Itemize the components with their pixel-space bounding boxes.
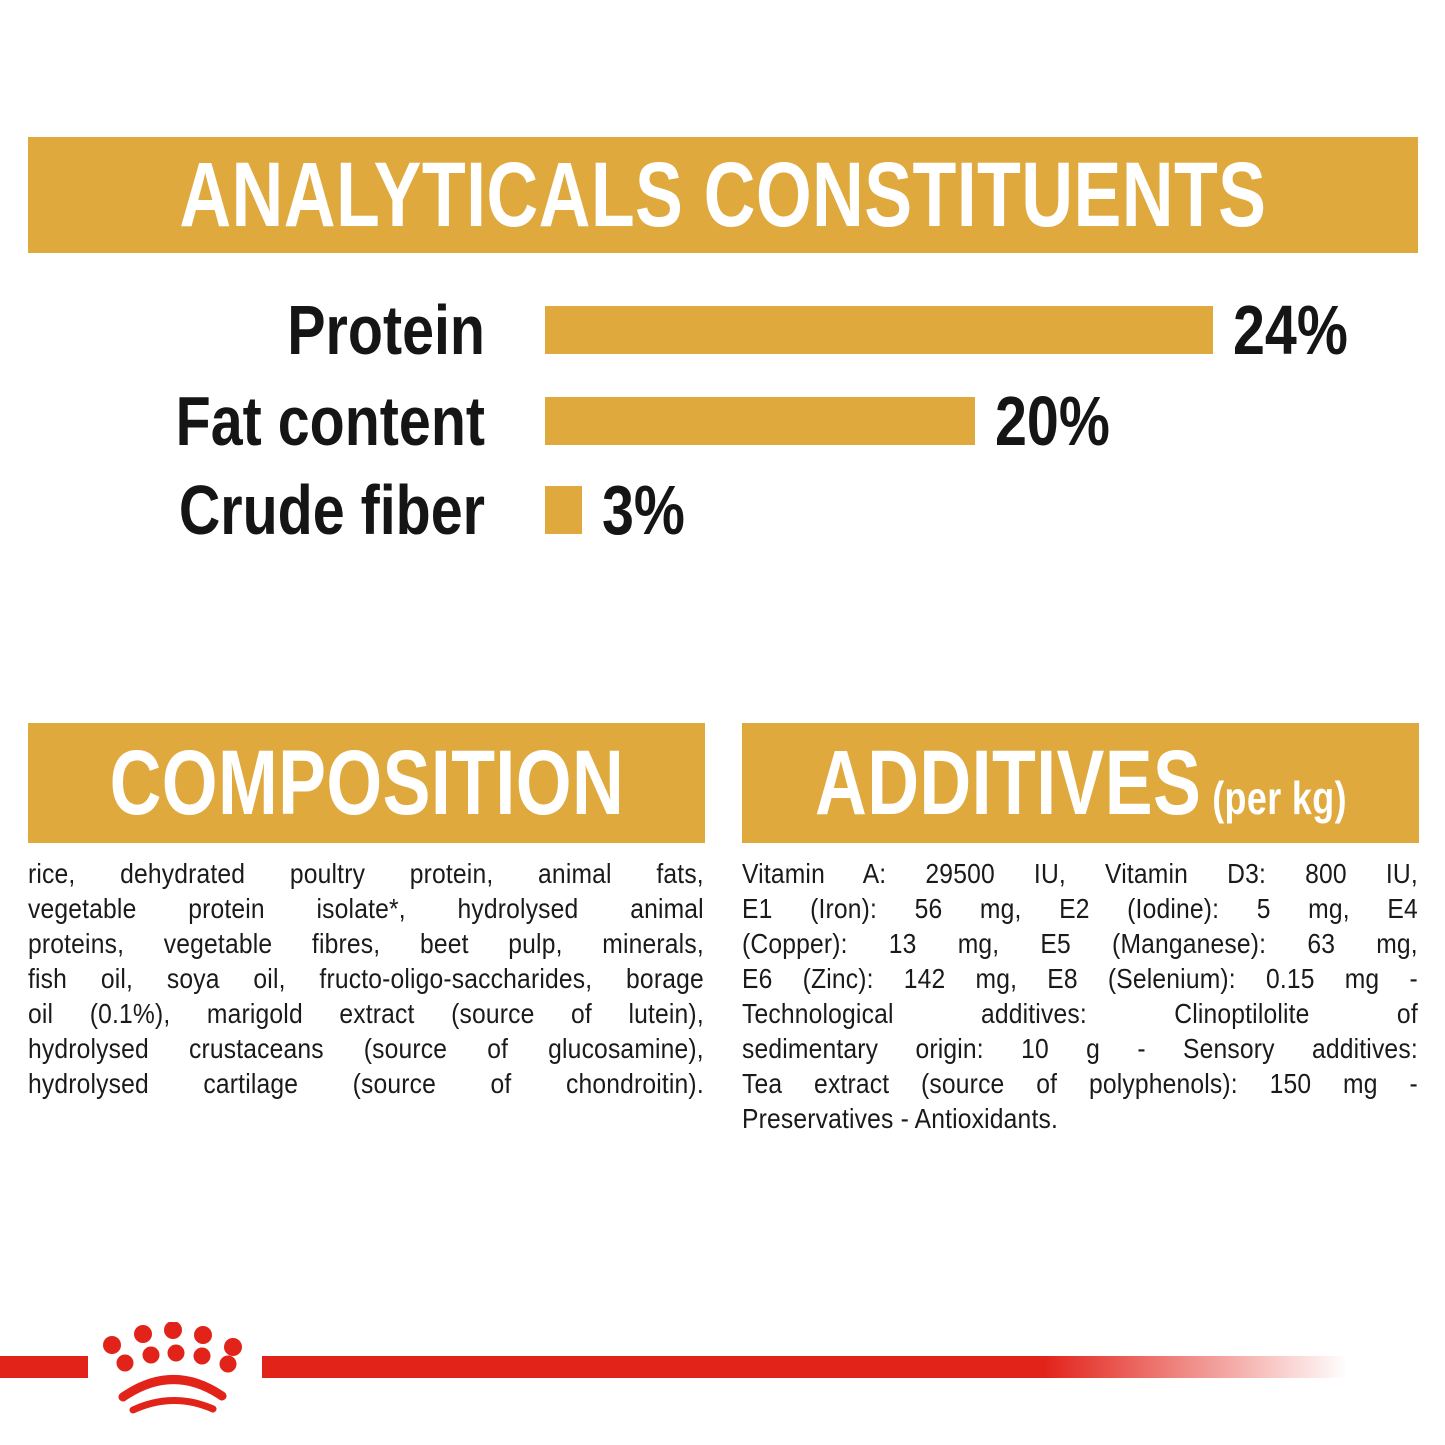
body-text-line: hydrolysed crustaceans (source of glucos… bbox=[28, 1033, 704, 1064]
chart-category-label: Fat content bbox=[175, 382, 485, 460]
additives-title: ADDITIVES bbox=[814, 732, 1201, 834]
chart-row-fat-content: Fat content 20% bbox=[0, 382, 1445, 460]
brand-stripe-right bbox=[262, 1356, 1348, 1378]
body-text-line: (Copper): 13 mg, E5 (Manganese): 63 mg, bbox=[742, 928, 1418, 959]
chart-row-crude-fiber: Crude fiber 3% bbox=[0, 471, 1445, 549]
body-text-line: Vitamin A: 29500 IU, Vitamin D3: 800 IU, bbox=[742, 858, 1418, 889]
body-text-line: E1 (Iron): 56 mg, E2 (Iodine): 5 mg, E4 bbox=[742, 893, 1418, 924]
body-text-line: proteins, vegetable fibres, beet pulp, m… bbox=[28, 928, 704, 959]
body-text-line: Tea extract (source of polyphenols): 150… bbox=[742, 1068, 1418, 1099]
body-text-line: fish oil, soya oil, fructo-oligo-sacchar… bbox=[28, 963, 704, 994]
body-text-line: oil (0.1%), marigold extract (source of … bbox=[28, 998, 704, 1029]
composition-banner: COMPOSITION bbox=[28, 723, 705, 843]
chart-value-label: 3% bbox=[602, 471, 685, 549]
royal-canin-crown-icon bbox=[103, 1322, 242, 1414]
body-text-line: hydrolysed cartilage (source of chondroi… bbox=[28, 1068, 704, 1099]
body-text-line: Preservatives - Antioxidants. bbox=[742, 1103, 1058, 1134]
chart-row-protein: Protein 24% bbox=[0, 291, 1445, 369]
body-text-line: Technological additives: Clinoptilolite … bbox=[742, 998, 1418, 1029]
chart-bar bbox=[545, 486, 582, 534]
analyticals-title: ANALYTICALS CONSTITUENTS bbox=[179, 144, 1267, 246]
additives-banner: ADDITIVES (per kg) bbox=[742, 723, 1419, 843]
chart-category-label: Crude fiber bbox=[178, 471, 485, 549]
body-text-line: E6 (Zinc): 142 mg, E8 (Selenium): 0.15 m… bbox=[742, 963, 1418, 994]
chart-category-label: Protein bbox=[287, 291, 485, 369]
additives-text: Vitamin A: 29500 IU, Vitamin D3: 800 IU,… bbox=[742, 856, 1418, 1136]
additives-per-kg-label: (per kg) bbox=[1211, 772, 1347, 824]
brand-stripe-left bbox=[0, 1356, 88, 1378]
analyticals-banner: ANALYTICALS CONSTITUENTS bbox=[28, 137, 1418, 253]
composition-text: rice, dehydrated poultry protein, animal… bbox=[28, 856, 704, 1101]
chart-bar bbox=[545, 397, 975, 445]
composition-title: COMPOSITION bbox=[109, 732, 624, 834]
chart-value-label: 20% bbox=[995, 382, 1110, 460]
chart-value-label: 24% bbox=[1233, 291, 1348, 369]
body-text-line: rice, dehydrated poultry protein, animal… bbox=[28, 858, 704, 889]
body-text-line: sedimentary origin: 10 g - Sensory addit… bbox=[742, 1033, 1418, 1064]
additives-title-group: ADDITIVES (per kg) bbox=[815, 737, 1347, 829]
body-text-line: vegetable protein isolate*, hydrolysed a… bbox=[28, 893, 704, 924]
chart-bar bbox=[545, 306, 1213, 354]
